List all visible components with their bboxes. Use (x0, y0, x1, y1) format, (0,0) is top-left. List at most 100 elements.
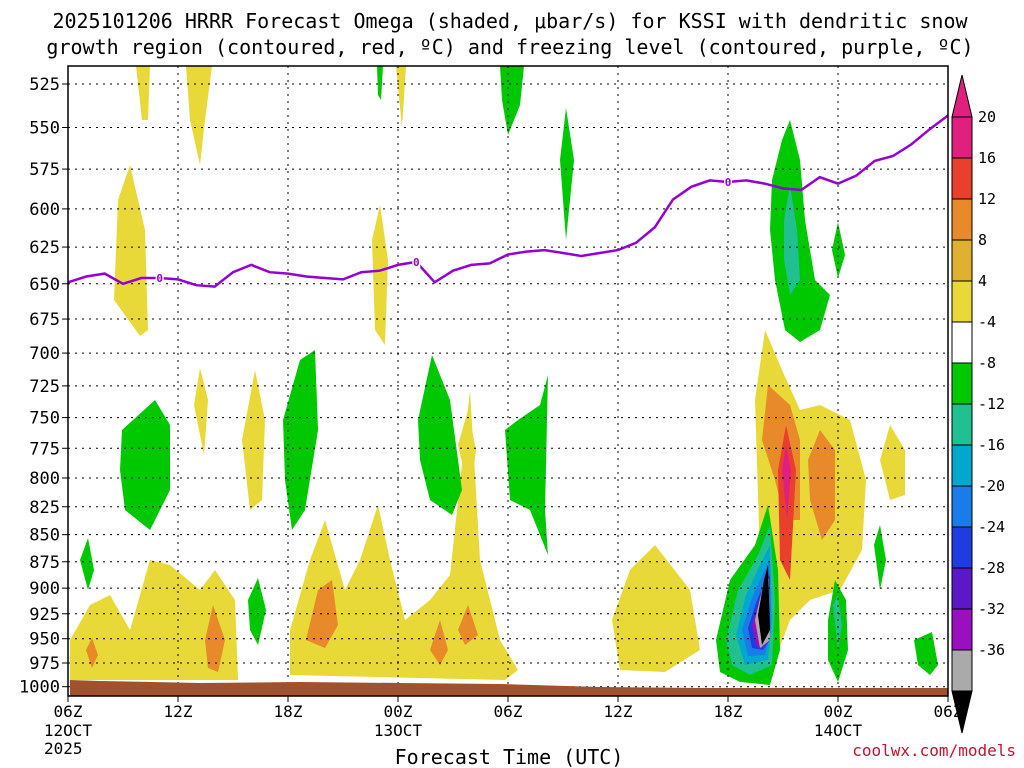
omega-region-ascent (784, 185, 800, 295)
y-tick-label: 1000 (19, 678, 60, 698)
omega-region-ascent (248, 578, 266, 645)
x-tick-date: 12OCT (44, 721, 93, 740)
omega-region-ascent (874, 525, 886, 590)
y-tick-label: 875 (29, 553, 60, 573)
x-axis-label: Forecast Time (UTC) (395, 745, 624, 768)
y-tick-label: 925 (29, 605, 60, 625)
y-tick-label: 725 (29, 377, 60, 397)
freezing-level-label: 0 (156, 272, 163, 285)
omega-region-descent (612, 545, 700, 672)
colorbar-swatch (951, 526, 973, 569)
colorbar-label: -16 (978, 436, 1005, 454)
colorbar-swatch (951, 567, 973, 610)
colorbar-label: -20 (978, 477, 1005, 495)
colorbar-label: -8 (978, 354, 996, 372)
colorbar-label: -4 (978, 313, 996, 331)
y-axis: 525 550 575 600 625 650 675 700 725 750 775 800 825 8… (19, 75, 68, 698)
y-tick-label: 575 (29, 160, 60, 180)
y-tick-label: 625 (29, 238, 60, 258)
colorbar-label: 8 (978, 231, 987, 249)
x-tick-label: 18Z (274, 702, 303, 721)
omega-region-descent (70, 560, 238, 680)
colorbar-swatch (951, 444, 973, 487)
colorbar-swatch (951, 649, 973, 692)
colorbar-swatch (951, 198, 973, 241)
colorbar-swatch (951, 321, 973, 364)
y-tick-label: 825 (29, 498, 60, 518)
y-tick-label: 600 (29, 200, 60, 220)
colorbar-label: -24 (978, 518, 1005, 536)
colorbar-swatch (951, 403, 973, 446)
omega-region-ascent (80, 538, 94, 590)
omega-region-descent (372, 205, 388, 345)
omega-region-descent (458, 410, 476, 500)
omega-region-ascent (418, 355, 462, 515)
x-tick-label: 06Z (494, 702, 523, 721)
colorbar-swatch (951, 608, 973, 651)
y-tick-label: 550 (29, 119, 60, 139)
omega-region-ascent-strong (758, 565, 770, 645)
omega-region-descent (136, 66, 150, 120)
x-tick-label: 12Z (164, 702, 193, 721)
colorbar-swatch (951, 485, 973, 528)
omega-shading (70, 66, 938, 685)
colorbar-label: 20 (978, 108, 996, 126)
y-tick-label: 900 (29, 579, 60, 599)
omega-region-descent (880, 425, 905, 500)
omega-region-ascent (505, 375, 548, 555)
colorbar-label: 12 (978, 190, 996, 208)
omega-region-descent-strong (808, 430, 835, 540)
y-tick-label: 675 (29, 310, 60, 330)
omega-region-ascent (833, 595, 842, 650)
omega-region-descent (242, 370, 265, 510)
omega-region-descent-strong (782, 445, 791, 520)
omega-region-ascent (500, 66, 524, 135)
x-tick-label: 00Z (384, 702, 413, 721)
colorbar-swatch (951, 116, 973, 159)
y-tick-label: 750 (29, 409, 60, 429)
x-tick-date: 14OCT (814, 721, 863, 740)
y-tick-label: 950 (29, 630, 60, 650)
colorbar-swatch (951, 239, 973, 282)
omega-region-ascent (770, 120, 830, 342)
omega-region-ascent (560, 108, 574, 240)
credit-text: coolwx.com/models (852, 741, 1016, 760)
terrain-ground (70, 680, 948, 696)
colorbar-label: -36 (978, 641, 1005, 659)
y-tick-label: 700 (29, 344, 60, 364)
x-tick-year: 2025 (44, 739, 83, 758)
freezing-level-label: 0 (413, 256, 420, 269)
colorbar: 20 16 12 8 4 -4 -8 -12 -16 -20 -24 -28 -32 -36 (951, 74, 1005, 734)
omega-region-descent-strong (86, 638, 98, 668)
y-tick-label: 775 (29, 439, 60, 459)
omega-region-descent (114, 165, 148, 336)
colorbar-label: 16 (978, 149, 996, 167)
freezing-level-label-bg (724, 176, 732, 189)
x-tick-label: 12Z (604, 702, 633, 721)
freezing-level-label: 0 (725, 176, 732, 189)
y-tick-label: 650 (29, 275, 60, 295)
x-tick-date: 13OCT (374, 721, 423, 740)
y-tick-label: 975 (29, 654, 60, 674)
colorbar-swatch (951, 157, 973, 200)
colorbar-label: -32 (978, 600, 1005, 618)
omega-region-descent (290, 390, 518, 680)
freezing-level-line (67, 114, 949, 288)
freezing-level-label-bg (412, 255, 421, 268)
x-tick-label: 00Z (824, 702, 853, 721)
freezing-level-labels: 0 0 0 (155, 176, 732, 285)
omega-region-descent-strong (458, 605, 478, 645)
chart-title-line1: 2025101206 HRRR Forecast Omega (shaded, … (52, 9, 968, 33)
colorbar-label: -28 (978, 559, 1005, 577)
omega-region-ascent (377, 66, 383, 100)
colorbar-label: 4 (978, 272, 987, 290)
omega-region-descent (194, 368, 208, 455)
colorbar-swatch (951, 362, 973, 405)
omega-region-descent-strong (430, 620, 448, 665)
colorbar-label: -12 (978, 395, 1005, 413)
y-tick-label: 850 (29, 526, 60, 546)
gridlines (68, 66, 948, 696)
omega-region-ascent (120, 400, 170, 530)
